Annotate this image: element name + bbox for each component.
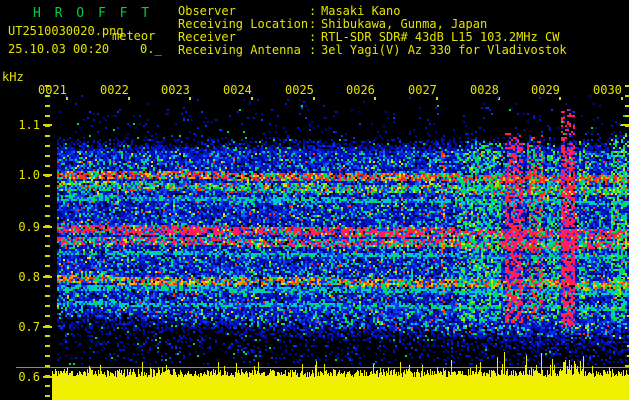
info-label: Receiving Location bbox=[178, 17, 309, 31]
info-label: Receiver bbox=[178, 30, 236, 44]
info-row: Receiving Antenna:3el Yagi(V) Az 330 for… bbox=[178, 44, 567, 57]
info-colon: : bbox=[309, 30, 317, 44]
info-value: Masaki Kano bbox=[321, 4, 401, 18]
filename-label: UT2510030020.png bbox=[8, 24, 124, 38]
spectrogram-canvas bbox=[57, 95, 629, 365]
y-tick-label: 1.1 bbox=[18, 118, 40, 132]
y-major-tick bbox=[43, 124, 52, 126]
app-title: H R O F F T bbox=[33, 6, 153, 21]
info-row: Receiver: RTL-SDR SDR# 43dB L15 103.2MHz … bbox=[178, 31, 567, 44]
info-row: Receiving Location: Shibukawa, Gunma, Jap… bbox=[178, 18, 567, 31]
y-major-tick bbox=[43, 276, 52, 278]
y-tick-label: 1.0 bbox=[18, 168, 40, 182]
y-axis-unit-label: kHz bbox=[2, 70, 24, 84]
info-row: Observer: Masaki Kano bbox=[178, 5, 567, 18]
info-value: Shibukawa, Gunma, Japan bbox=[321, 17, 488, 31]
info-colon: : bbox=[309, 43, 317, 57]
info-label: Observer bbox=[178, 4, 236, 18]
info-colon: : bbox=[309, 17, 317, 31]
y-major-tick bbox=[43, 326, 52, 328]
datetime-label: 25.10.03 00:20 bbox=[8, 42, 110, 56]
header-info-block: Observer: Masaki Kano Receiving Location:… bbox=[178, 5, 567, 57]
y-major-tick bbox=[43, 174, 52, 176]
meteor-counter: 0._ bbox=[140, 42, 162, 56]
y-tick-label: 0.8 bbox=[18, 270, 40, 284]
y-tick-label: 0.6 bbox=[18, 370, 40, 384]
info-label: Receiving Antenna bbox=[178, 43, 301, 57]
amplitude-plot-canvas bbox=[52, 345, 629, 400]
left-minor-tick-column bbox=[45, 85, 50, 400]
y-major-tick bbox=[43, 226, 52, 228]
info-colon: : bbox=[309, 4, 317, 18]
info-value: RTL-SDR SDR# 43dB L15 103.2MHz CW bbox=[321, 30, 560, 44]
info-value: 3el Yagi(V) Az 330 for Vladivostok bbox=[321, 43, 567, 57]
y-major-tick bbox=[43, 376, 52, 378]
y-tick-label: 0.9 bbox=[18, 220, 40, 234]
y-tick-label: 0.7 bbox=[18, 320, 40, 334]
meteor-overlay-label: meteor bbox=[112, 29, 156, 43]
